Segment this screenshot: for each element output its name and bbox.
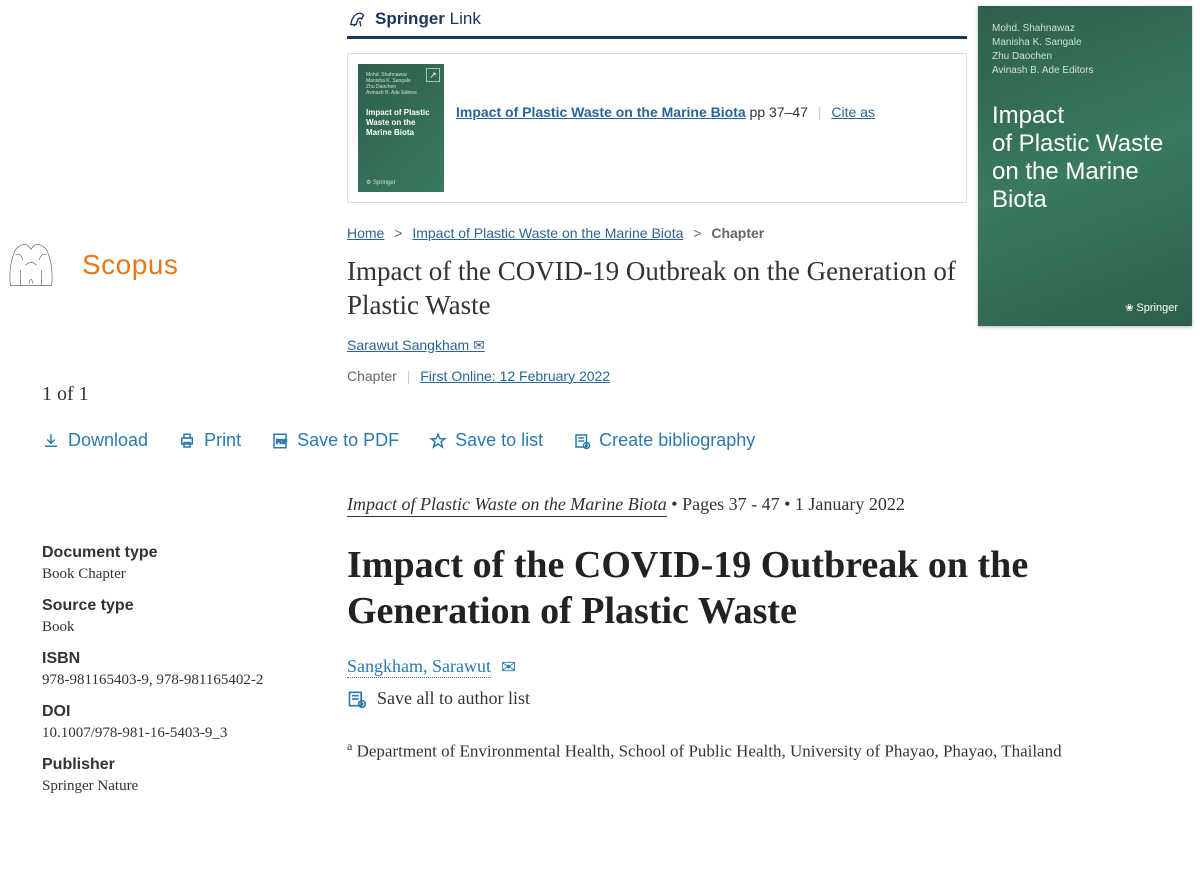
publisher-label: Publisher xyxy=(42,756,312,774)
elsevier-logo-icon xyxy=(0,234,62,296)
save-pdf-button[interactable]: PDF Save to PDF xyxy=(271,430,399,451)
scopus-brand[interactable]: Scopus xyxy=(82,249,178,281)
doi-value: 10.1007/978-981-16-5403-9_3 xyxy=(42,725,312,742)
action-toolbar: Download Print PDF Save to PDF Save to l… xyxy=(42,430,755,451)
card-info: Impact of Plastic Waste on the Marine Bi… xyxy=(456,64,875,120)
download-icon xyxy=(42,432,60,450)
source-title[interactable]: Impact of Plastic Waste on the Marine Bi… xyxy=(347,494,667,517)
cover-title: Impact of Plastic Waste on the Marine Bi… xyxy=(992,102,1178,214)
metadata-sidebar: Document type Book Chapter Source type B… xyxy=(42,544,312,795)
print-icon xyxy=(178,432,196,450)
springer-author[interactable]: Sarawut Sangkham ✉ xyxy=(347,337,967,354)
author-link[interactable]: Sangkham, Sarawut xyxy=(347,656,491,678)
springerlink-panel: Springer Link ↗ Mohd. Shahnawaz Manisha … xyxy=(347,0,967,384)
save-list-button[interactable]: Save to list xyxy=(429,430,543,451)
book-cover-large: Mohd. Shahnawaz Manisha K. Sangale Zhu D… xyxy=(978,6,1192,326)
springer-logo[interactable]: Springer Link xyxy=(347,0,967,36)
page-counter: 1 of 1 xyxy=(42,383,89,406)
springer-logo-text: Springer Link xyxy=(375,9,481,29)
star-icon xyxy=(429,432,447,450)
isbn-value: 978-981165403-9, 978-981165402-2 xyxy=(42,672,312,689)
doi-label: DOI xyxy=(42,703,312,721)
springer-chapter-title: Impact of the COVID-19 Outbreak on the G… xyxy=(347,255,967,323)
doc-type-value: Book Chapter xyxy=(42,566,312,583)
source-meta: • Pages 37 - 47 • 1 January 2022 xyxy=(667,494,905,514)
cover-brand: Springer xyxy=(1125,302,1178,314)
springer-meta: Chapter | First Online: 12 February 2022 xyxy=(347,368,967,384)
breadcrumb-book[interactable]: Impact of Plastic Waste on the Marine Bi… xyxy=(412,225,683,241)
mail-icon[interactable]: ✉ xyxy=(501,657,516,678)
springer-horse-icon xyxy=(347,8,369,30)
cover-editors: Mohd. Shahnawaz Manisha K. Sangale Zhu D… xyxy=(992,22,1178,78)
create-bibliography-button[interactable]: Create bibliography xyxy=(573,430,755,451)
isbn-label: ISBN xyxy=(42,650,312,668)
expand-icon[interactable]: ↗ xyxy=(426,68,440,82)
publisher-value: Springer Nature xyxy=(42,778,312,795)
book-thumbnail[interactable]: ↗ Mohd. Shahnawaz Manisha K. Sangale Zhu… xyxy=(358,64,444,192)
main-content: Impact of Plastic Waste on the Marine Bi… xyxy=(347,494,1177,762)
first-online-link[interactable]: First Online: 12 February 2022 xyxy=(420,368,610,384)
thumb-title: Impact of Plastic Waste on the Marine Bi… xyxy=(366,108,436,138)
affiliation: a Department of Environmental Health, Sc… xyxy=(347,739,1177,762)
source-type-value: Book xyxy=(42,619,312,636)
source-line: Impact of Plastic Waste on the Marine Bi… xyxy=(347,494,1177,515)
save-list-icon xyxy=(347,689,367,709)
cite-as-link[interactable]: Cite as xyxy=(831,104,875,120)
source-type-label: Source type xyxy=(42,597,312,615)
save-authors-button[interactable]: Save all to author list xyxy=(347,688,1177,709)
breadcrumb-current: Chapter xyxy=(711,225,764,241)
article-title: Impact of the COVID-19 Outbreak on the G… xyxy=(347,543,1177,634)
breadcrumb: Home > Impact of Plastic Waste on the Ma… xyxy=(347,225,967,241)
download-button[interactable]: Download xyxy=(42,430,148,451)
mail-icon[interactable]: ✉ xyxy=(469,337,485,353)
thumb-brand: ⚙ Springer xyxy=(366,179,396,186)
book-title-link[interactable]: Impact of Plastic Waste on the Marine Bi… xyxy=(456,104,746,120)
bibliography-icon xyxy=(573,432,591,450)
svg-text:PDF: PDF xyxy=(276,439,287,445)
breadcrumb-home[interactable]: Home xyxy=(347,225,384,241)
author-row: Sangkham, Sarawut ✉ xyxy=(347,656,1177,678)
springer-divider xyxy=(347,36,967,39)
pdf-icon: PDF xyxy=(271,432,289,450)
scopus-header: Scopus xyxy=(0,234,178,296)
book-card: ↗ Mohd. Shahnawaz Manisha K. Sangale Zhu… xyxy=(347,53,967,203)
card-pages: pp 37–47 xyxy=(746,104,808,120)
print-button[interactable]: Print xyxy=(178,430,241,451)
doc-type-label: Document type xyxy=(42,544,312,562)
